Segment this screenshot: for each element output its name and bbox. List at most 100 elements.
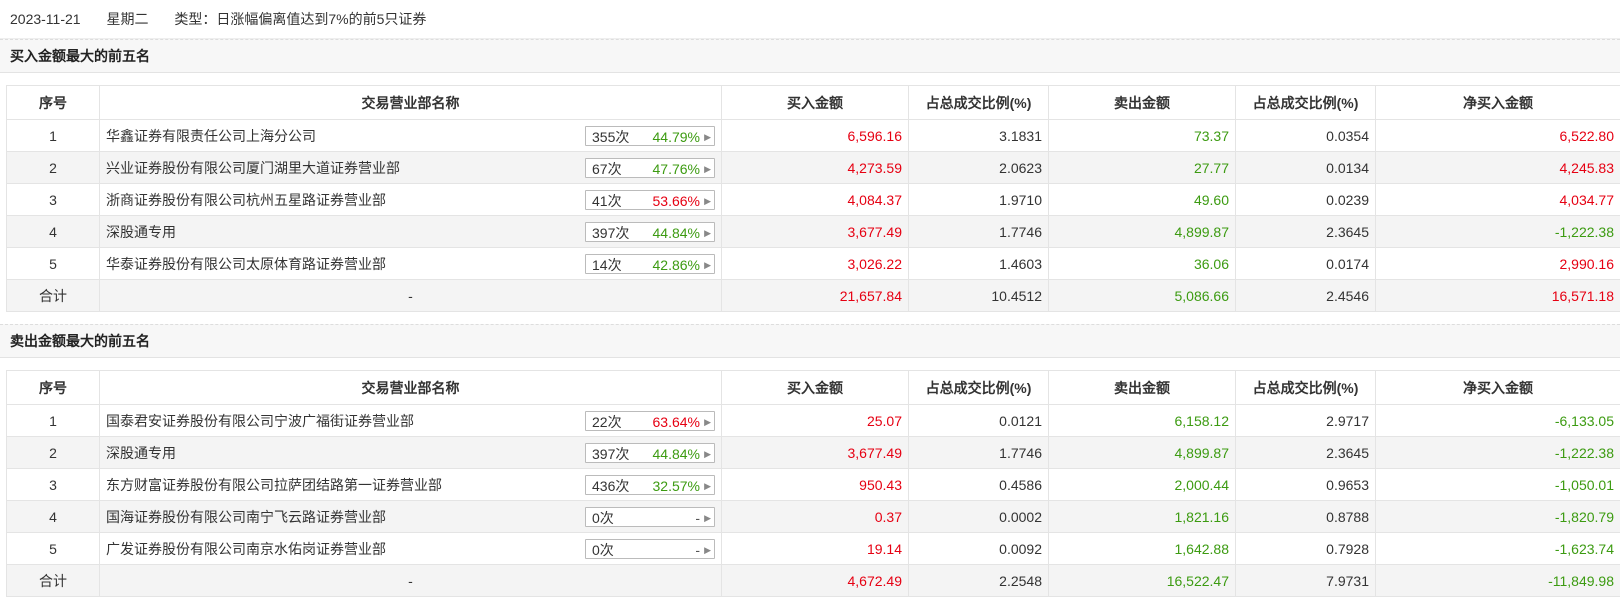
total-name: - xyxy=(99,279,722,312)
listing-count: 397次 xyxy=(592,225,630,241)
buy-amount: 19.14 xyxy=(721,532,909,565)
caret-right-icon: ▶ xyxy=(704,449,711,459)
caret-right-icon: ▶ xyxy=(704,545,711,555)
net-buy-amount: -1,222.38 xyxy=(1375,215,1620,248)
win-rate: - xyxy=(695,542,700,558)
type-text: 类型：日涨幅偏离值达到7%的前5只证券 xyxy=(174,11,427,27)
branch-name-link[interactable]: 华鑫证券有限责任公司上海分公司 xyxy=(106,127,316,144)
total-sell-amount: 5,086.66 xyxy=(1048,279,1236,312)
buy-ratio: 1.7746 xyxy=(908,215,1049,248)
branch-name-cell: 广发证券股份有限公司南京水佑岗证券营业部 0次 - ▶ xyxy=(99,532,722,565)
sell-ratio: 2.3645 xyxy=(1235,215,1376,248)
caret-right-icon: ▶ xyxy=(704,196,711,206)
branch-name-cell: 深股通专用 397次 44.84% ▶ xyxy=(99,215,722,248)
sell-ratio: 0.0174 xyxy=(1235,247,1376,280)
buy-amount: 25.07 xyxy=(721,404,909,437)
branch-name-cell: 国泰君安证券股份有限公司宁波广福街证券营业部 22次 63.64% ▶ xyxy=(99,404,722,437)
buy-ratio: 3.1831 xyxy=(908,119,1049,152)
sell-amount: 36.06 xyxy=(1048,247,1236,280)
col-header-buy-amount: 买入金额 xyxy=(721,85,909,120)
header-bar: 2023-11-21 星期二 类型：日涨幅偏离值达到7%的前5只证券 xyxy=(0,0,1620,39)
table-row: 2 兴业证券股份有限公司厦门湖里大道证券营业部 67次 47.76% ▶ 4,273.59… xyxy=(6,151,1620,184)
col-header-branch-name: 交易营业部名称 xyxy=(99,85,722,120)
buy-ratio: 1.9710 xyxy=(908,183,1049,216)
branch-name-link[interactable]: 深股通专用 xyxy=(106,223,176,240)
total-buy-amount: 21,657.84 xyxy=(721,279,909,312)
branch-stats-badge[interactable]: 0次 - ▶ xyxy=(585,507,715,527)
table-row: 3 浙商证券股份有限公司杭州五星路证券营业部 41次 53.66% ▶ 4,084.37 1… xyxy=(6,183,1620,216)
branch-name-link[interactable]: 深股通专用 xyxy=(106,444,176,461)
col-header-sell-amount: 卖出金额 xyxy=(1048,85,1236,120)
sell-amount: 4,899.87 xyxy=(1048,436,1236,469)
sell-ratio: 0.0354 xyxy=(1235,119,1376,152)
buy-amount: 4,084.37 xyxy=(721,183,909,216)
win-rate: 44.84% xyxy=(652,446,700,462)
branch-stats-badge[interactable]: 355次 44.79% ▶ xyxy=(585,126,715,146)
branch-stats-badge[interactable]: 397次 44.84% ▶ xyxy=(585,443,715,463)
net-buy-amount: -1,050.01 xyxy=(1375,468,1620,501)
total-buy-amount: 4,672.49 xyxy=(721,564,909,597)
buy-ratio: 0.0092 xyxy=(908,532,1049,565)
row-index: 3 xyxy=(6,183,100,216)
net-buy-amount: 6,522.80 xyxy=(1375,119,1620,152)
listing-count: 0次 xyxy=(592,542,614,558)
branch-stats-badge[interactable]: 14次 42.86% ▶ xyxy=(585,254,715,274)
branch-name-link[interactable]: 华泰证券股份有限公司太原体育路证券营业部 xyxy=(106,255,386,272)
branch-name-link[interactable]: 国海证券股份有限公司南宁飞云路证券营业部 xyxy=(106,508,386,525)
total-sell-ratio: 2.4546 xyxy=(1235,279,1376,312)
col-header-buy-ratio: 占总成交比例(%) xyxy=(908,85,1049,120)
branch-name-link[interactable]: 广发证券股份有限公司南京水佑岗证券营业部 xyxy=(106,540,386,557)
win-rate: 42.86% xyxy=(652,257,700,273)
listing-count: 67次 xyxy=(592,161,622,177)
branch-stats-badge[interactable]: 41次 53.66% ▶ xyxy=(585,190,715,210)
branch-stats-badge[interactable]: 22次 63.64% ▶ xyxy=(585,411,715,431)
buy-ratio: 0.4586 xyxy=(908,468,1049,501)
branch-name-cell: 深股通专用 397次 44.84% ▶ xyxy=(99,436,722,469)
listing-count: 41次 xyxy=(592,193,622,209)
total-sell-ratio: 7.9731 xyxy=(1235,564,1376,597)
caret-right-icon: ▶ xyxy=(704,164,711,174)
col-header-index: 序号 xyxy=(6,85,100,120)
branch-name-link[interactable]: 兴业证券股份有限公司厦门湖里大道证券营业部 xyxy=(106,159,400,176)
buy-amount: 6,596.16 xyxy=(721,119,909,152)
total-label: 合计 xyxy=(6,564,100,597)
sell-amount: 49.60 xyxy=(1048,183,1236,216)
branch-name-cell: 华鑫证券有限责任公司上海分公司 355次 44.79% ▶ xyxy=(99,119,722,152)
branch-stats-badge[interactable]: 0次 - ▶ xyxy=(585,539,715,559)
col-header-sell-ratio: 占总成交比例(%) xyxy=(1235,370,1376,405)
caret-right-icon: ▶ xyxy=(704,481,711,491)
table-row: 2 深股通专用 397次 44.84% ▶ 3,677.49 1.7746 4,899.87 2… xyxy=(6,436,1620,469)
listing-count: 355次 xyxy=(592,129,630,145)
branch-stats-badge[interactable]: 67次 47.76% ▶ xyxy=(585,158,715,178)
date-text: 2023-11-21 xyxy=(10,11,81,27)
row-index: 2 xyxy=(6,151,100,184)
sell-amount: 73.37 xyxy=(1048,119,1236,152)
net-buy-amount: 4,245.83 xyxy=(1375,151,1620,184)
col-header-sell-amount: 卖出金额 xyxy=(1048,370,1236,405)
row-index: 4 xyxy=(6,215,100,248)
branch-stats-badge[interactable]: 436次 32.57% ▶ xyxy=(585,475,715,495)
col-header-branch-name: 交易营业部名称 xyxy=(99,370,722,405)
listing-count: 436次 xyxy=(592,478,630,494)
sell-ratio: 0.8788 xyxy=(1235,500,1376,533)
branch-name-cell: 国海证券股份有限公司南宁飞云路证券营业部 0次 - ▶ xyxy=(99,500,722,533)
win-rate: 44.79% xyxy=(652,129,700,145)
sell-amount: 2,000.44 xyxy=(1048,468,1236,501)
net-buy-amount: -1,623.74 xyxy=(1375,532,1620,565)
listing-count: 22次 xyxy=(592,414,622,430)
buy-ratio: 1.7746 xyxy=(908,436,1049,469)
col-header-index: 序号 xyxy=(6,370,100,405)
total-name: - xyxy=(99,564,722,597)
row-index: 5 xyxy=(6,247,100,280)
sell-ratio: 0.9653 xyxy=(1235,468,1376,501)
branch-stats-badge[interactable]: 397次 44.84% ▶ xyxy=(585,222,715,242)
table-row: 3 东方财富证券股份有限公司拉萨团结路第一证券营业部 436次 32.57% ▶ 950.… xyxy=(6,468,1620,501)
row-index: 5 xyxy=(6,532,100,565)
total-label: 合计 xyxy=(6,279,100,312)
weekday-text: 星期二 xyxy=(106,11,149,27)
caret-right-icon: ▶ xyxy=(704,260,711,270)
branch-name-link[interactable]: 东方财富证券股份有限公司拉萨团结路第一证券营业部 xyxy=(106,476,442,493)
branch-name-cell: 东方财富证券股份有限公司拉萨团结路第一证券营业部 436次 32.57% ▶ xyxy=(99,468,722,501)
branch-name-link[interactable]: 国泰君安证券股份有限公司宁波广福街证券营业部 xyxy=(106,412,414,429)
branch-name-link[interactable]: 浙商证券股份有限公司杭州五星路证券营业部 xyxy=(106,191,386,208)
